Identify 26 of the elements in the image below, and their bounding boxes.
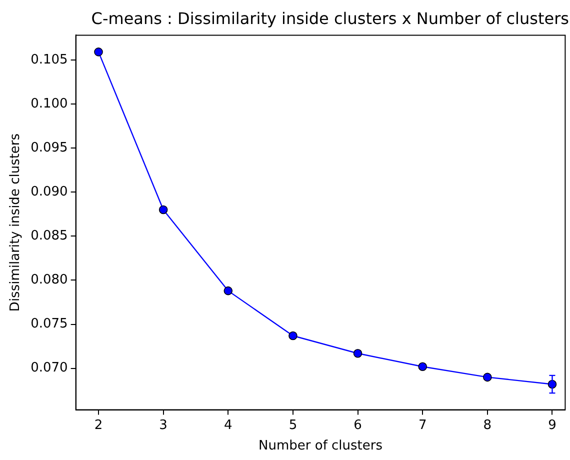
- x-tick-label: 5: [288, 418, 298, 433]
- y-tick-label: 0.075: [30, 316, 68, 332]
- point: [418, 362, 427, 372]
- point: [353, 348, 362, 358]
- point: [158, 205, 168, 214]
- point: [224, 286, 233, 296]
- y-tick-label: 0.070: [30, 360, 68, 376]
- x-axis-title: Number of clusters: [258, 438, 383, 454]
- x-tick-label: 6: [354, 418, 362, 433]
- x-tick-label: 9: [548, 418, 556, 433]
- y-tick-label: 0.090: [30, 184, 68, 200]
- y-tick-label: 0.095: [30, 140, 68, 156]
- x-tick-label: 3: [159, 418, 168, 433]
- chart-title: C-means : Dissimilarity inside clusters x Number of clusters: [91, 8, 569, 28]
- point: [483, 372, 492, 382]
- y-tick-label: 0.105: [30, 52, 68, 68]
- y-tick-label: 0.085: [30, 228, 68, 244]
- x-tick-label: 7: [418, 418, 427, 433]
- point: [288, 331, 298, 340]
- point: [94, 48, 103, 56]
- x-tick-label: 2: [94, 418, 103, 433]
- y-tick-label: 0.080: [30, 272, 68, 288]
- x-tick-label: 4: [224, 418, 232, 433]
- y-tick-label: 0.100: [30, 96, 68, 112]
- x-tick-label: 8: [483, 418, 492, 433]
- y-axis-title: Dissimilarity inside clusters: [8, 133, 24, 312]
